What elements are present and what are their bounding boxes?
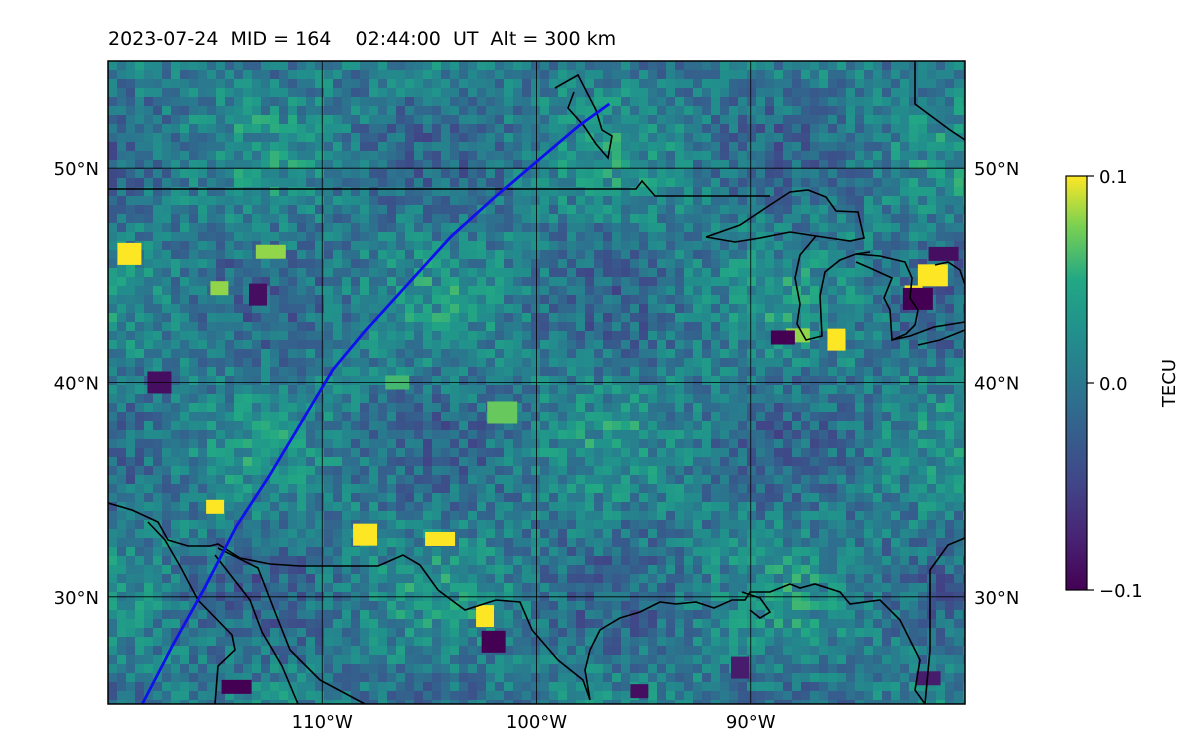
florida-coast [924,537,965,704]
colorbar-tick-label: 0.1 [1099,167,1128,188]
baja-coast [147,521,236,704]
tec-anomaly-cell [255,244,286,259]
northeast-coast [934,261,965,286]
lon-tick-label: 100°W [506,712,567,733]
tec-anomaly-cell [770,330,795,345]
lat-tick-label-right: 30°N [974,588,1019,609]
lake-michigan [794,235,871,341]
sonora-coast [217,547,366,704]
tec-anomaly-cell [487,401,518,424]
tec-anomaly-cell [902,287,933,310]
tec-anomaly-cell [827,328,846,351]
lake-erie [891,321,965,341]
lon-tick-label: 110°W [292,712,353,733]
tec-anomaly-cell [481,630,506,653]
tec-anomaly-cell [476,605,495,628]
axis-ticks: 50°N 50°N 40°N 40°N 30°N 30°N 110°W 100°W 90°W [54,159,1020,733]
tec-anomaly-cell [917,264,948,287]
figure-title: 2023-07-24 MID = 164 02:44:00 UT Alt = 3… [108,28,617,50]
tec-anomaly-cell [210,281,229,296]
louisiana-delta [741,591,772,619]
lat-tick-label-right: 50°N [974,159,1019,180]
us-canada-border [108,179,770,197]
colorbar-tick-label: −0.1 [1099,581,1143,602]
lake-ontario [917,329,965,346]
map-gridlines [108,61,965,704]
satellite-track [141,102,611,704]
lake-huron [855,253,919,342]
gulf-coast-texas [584,583,926,704]
map-frame [107,60,966,705]
mexico-border [108,502,591,701]
lat-tick-label-left: 30°N [54,588,99,609]
colorbar-label: TECU [1159,359,1180,408]
tec-anomalies [117,242,959,699]
lat-tick-label-left: 40°N [54,374,99,395]
tec-anomaly-cell [630,684,649,699]
colorbar-tick-label: 0.0 [1099,374,1128,395]
colorbar: 0.1 0.0 −0.1 TECU [1065,167,1180,602]
tec-anomaly-cell [248,283,267,306]
tec-anomaly-cell [117,242,142,265]
lon-tick-label: 90°W [726,712,776,733]
tec-anomaly-cell [425,531,456,546]
gulf-california-coast [214,554,299,704]
lake-superior [705,189,865,243]
tec-anomaly-cell [221,679,252,694]
hudson-bay-coast [554,73,613,160]
coastlines-borders [108,61,965,704]
tec-anomaly-cell [206,499,225,514]
colorbar-ticks: 0.1 0.0 −0.1 [1087,167,1143,602]
tec-anomaly-cell [353,523,378,546]
tec-heatmap [108,61,965,704]
canada-east-coast [914,61,965,141]
lat-tick-label-left: 50°N [54,159,99,180]
tec-anomaly-cell [928,246,959,261]
tec-anomaly-cell [916,671,941,686]
colorbar-gradient [1065,175,1088,591]
lat-tick-label-right: 40°N [974,374,1019,395]
tec-anomaly-cell [731,656,750,679]
